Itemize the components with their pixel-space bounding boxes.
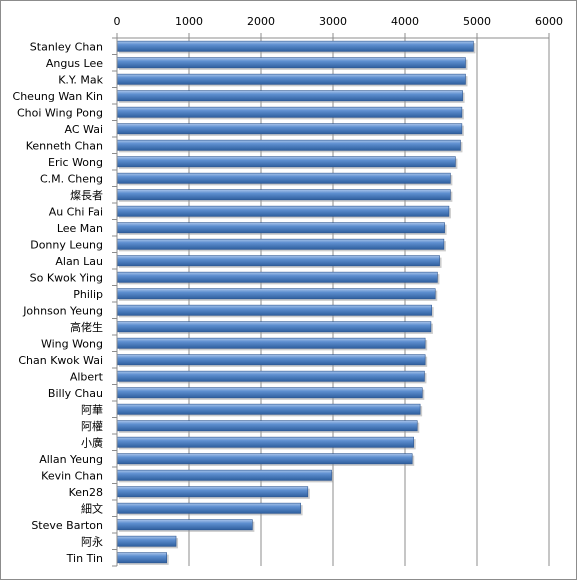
category-label: Alan Lau <box>55 255 103 268</box>
category-label: Philip <box>73 288 103 301</box>
bar <box>116 271 438 283</box>
category-label: Cheung Wan Kin <box>13 90 103 103</box>
x-tick-label: 1000 <box>175 15 203 28</box>
bar <box>116 40 474 52</box>
category-label: Angus Lee <box>46 57 103 70</box>
bar <box>116 436 414 448</box>
category-label: C.M. Cheng <box>40 172 103 185</box>
bar <box>116 90 463 102</box>
category-label: 阿權 <box>81 420 103 433</box>
category-label: AC Wai <box>65 123 103 136</box>
x-tick-label: 6000 <box>535 15 563 28</box>
bar <box>116 222 445 234</box>
category-label: K.Y. Mak <box>58 73 103 86</box>
category-label: Kenneth Chan <box>26 139 103 152</box>
category-label: 小廣 <box>81 435 103 449</box>
category-label: 阿永 <box>81 534 103 548</box>
bar <box>116 123 463 135</box>
bar <box>116 238 445 250</box>
category-label: Eric Wong <box>48 156 103 169</box>
bar <box>116 304 432 316</box>
bar <box>116 403 421 415</box>
category-label: Albert <box>70 370 104 383</box>
x-tick-labels: 0 1000 2000 3000 4000 5000 6000 <box>114 15 564 28</box>
bar <box>116 502 301 514</box>
category-label: 細文 <box>81 501 103 515</box>
category-label: Steve Barton <box>31 519 103 532</box>
category-label: Wing Wong <box>41 337 103 350</box>
bar <box>116 354 426 366</box>
bars <box>116 40 476 565</box>
bar <box>116 172 451 184</box>
category-label: Allan Yeung <box>39 453 103 466</box>
category-label: 阿華 <box>81 403 103 416</box>
category-label: Kevin Chan <box>41 469 103 482</box>
bar <box>116 57 466 69</box>
bar <box>116 552 167 564</box>
category-label: Tin Tin <box>66 552 103 565</box>
category-labels: Stanley Chan Angus Lee K.Y. Mak Cheung Wan … <box>13 40 104 565</box>
bar <box>116 139 461 151</box>
category-label: 高佬生 <box>70 320 103 334</box>
bar <box>116 387 423 399</box>
x-tick-label: 5000 <box>463 15 491 28</box>
x-tick-label: 3000 <box>319 15 347 28</box>
bar <box>116 420 418 432</box>
bar <box>116 205 450 217</box>
axes <box>116 37 549 566</box>
category-label: Billy Chau <box>48 387 103 400</box>
x-tick-label: 0 <box>114 15 121 28</box>
bar <box>116 469 332 481</box>
bar <box>116 156 456 168</box>
bar <box>116 453 413 465</box>
category-label: Chan Kwok Wai <box>18 354 103 367</box>
bar <box>116 106 463 118</box>
x-tick-label: 4000 <box>391 15 419 28</box>
bar <box>116 337 426 349</box>
x-tick-label: 2000 <box>247 15 275 28</box>
bar <box>116 288 436 300</box>
category-label: Choi Wing Pong <box>17 106 103 119</box>
bar <box>116 189 451 201</box>
category-label: Johnson Yeung <box>22 304 103 317</box>
category-label: 燦長者 <box>70 189 103 202</box>
bar <box>116 519 253 531</box>
category-label: Ken28 <box>69 486 103 499</box>
bar <box>116 321 432 333</box>
bar <box>116 73 466 85</box>
category-label: Au Chi Fai <box>49 205 103 218</box>
bar <box>116 535 177 547</box>
category-label: Lee Man <box>57 222 103 235</box>
category-label: Donny Leung <box>30 238 103 251</box>
bar <box>116 486 309 498</box>
category-label: So Kwok Ying <box>30 271 103 284</box>
bar <box>116 370 425 382</box>
bar <box>116 255 440 267</box>
category-label: Stanley Chan <box>30 40 103 53</box>
